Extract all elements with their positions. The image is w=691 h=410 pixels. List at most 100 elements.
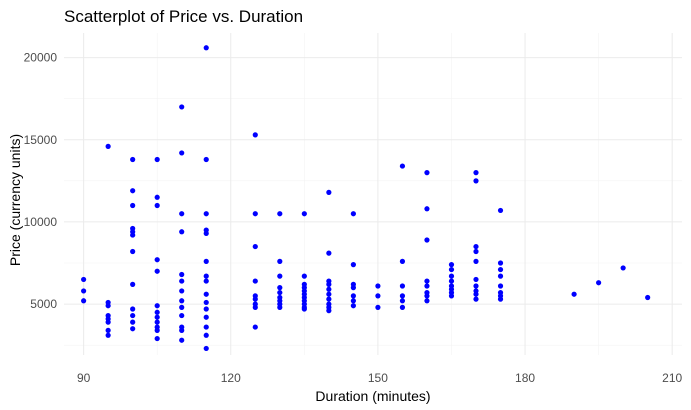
data-point xyxy=(81,288,87,294)
data-point xyxy=(179,337,185,343)
data-point xyxy=(130,202,136,209)
data-point xyxy=(326,286,332,292)
data-point xyxy=(375,293,381,299)
data-point xyxy=(252,296,258,302)
data-point xyxy=(399,163,406,169)
data-point xyxy=(350,285,356,291)
data-point xyxy=(179,278,185,284)
data-point xyxy=(179,327,185,333)
x-tick-label: 150 xyxy=(368,371,388,385)
data-point xyxy=(326,308,332,314)
data-point xyxy=(203,258,209,264)
data-point xyxy=(179,150,185,156)
data-point xyxy=(473,248,479,255)
y-tick-label: 15000 xyxy=(24,133,58,147)
data-point xyxy=(130,188,136,194)
data-point xyxy=(252,132,258,138)
data-point xyxy=(154,314,160,320)
data-point xyxy=(326,189,332,195)
data-point xyxy=(448,293,455,299)
data-point xyxy=(154,202,160,209)
data-point xyxy=(326,281,332,287)
data-point xyxy=(277,258,283,264)
data-point xyxy=(203,345,209,352)
data-point xyxy=(473,276,479,283)
data-point xyxy=(448,266,455,273)
data-point xyxy=(497,283,504,289)
data-point xyxy=(81,298,87,304)
data-point xyxy=(473,243,479,250)
data-point xyxy=(473,170,479,176)
data-point xyxy=(179,288,185,294)
data-point xyxy=(252,304,258,310)
data-point xyxy=(571,291,577,297)
data-point xyxy=(130,248,136,255)
y-tick-label: 10000 xyxy=(24,215,58,229)
data-point xyxy=(130,312,136,319)
data-point xyxy=(179,271,185,278)
data-point xyxy=(252,278,258,284)
data-point xyxy=(375,283,381,289)
data-point xyxy=(154,156,160,163)
data-point xyxy=(105,319,111,325)
data-point xyxy=(448,278,455,284)
data-point xyxy=(399,283,406,289)
data-point xyxy=(179,312,185,319)
data-point xyxy=(350,262,356,268)
data-point xyxy=(645,294,651,301)
data-point xyxy=(473,178,479,184)
data-point xyxy=(179,298,185,304)
data-point xyxy=(179,304,185,310)
major-gridlines xyxy=(64,33,682,355)
data-point xyxy=(203,299,209,306)
data-point xyxy=(179,211,185,217)
data-point xyxy=(203,314,209,320)
data-point xyxy=(620,265,626,271)
data-point xyxy=(179,229,185,235)
data-point xyxy=(105,332,111,338)
data-point xyxy=(154,327,160,333)
data-point xyxy=(424,283,430,289)
data-point xyxy=(154,303,160,309)
data-point xyxy=(203,273,209,279)
data-point xyxy=(399,293,406,299)
data-point xyxy=(130,319,136,325)
data-point xyxy=(497,273,504,279)
chart-title: Scatterplot of Price vs. Duration xyxy=(64,7,303,26)
data-point xyxy=(203,45,209,51)
data-point xyxy=(473,296,479,302)
data-point xyxy=(399,304,406,310)
data-point xyxy=(105,143,111,149)
data-point xyxy=(203,156,209,163)
data-point xyxy=(326,250,332,256)
x-tick-label: 210 xyxy=(662,371,682,385)
data-point xyxy=(497,266,504,273)
data-point xyxy=(424,170,430,176)
data-point xyxy=(81,276,87,283)
data-point xyxy=(130,156,136,163)
minor-gridlines xyxy=(64,33,682,355)
data-point xyxy=(154,319,160,325)
data-point xyxy=(154,335,160,342)
data-point xyxy=(277,273,283,279)
data-point xyxy=(154,257,160,263)
data-point xyxy=(301,306,307,312)
data-points xyxy=(81,45,651,352)
data-point xyxy=(130,306,136,312)
data-point xyxy=(473,283,479,289)
data-point xyxy=(399,298,406,304)
data-point xyxy=(326,291,332,297)
x-tick-label: 90 xyxy=(77,371,91,385)
data-point xyxy=(448,262,455,268)
data-point xyxy=(497,296,504,302)
data-point xyxy=(350,211,356,217)
data-point xyxy=(596,280,602,286)
data-point xyxy=(203,291,209,297)
data-point xyxy=(473,291,479,297)
data-point xyxy=(154,309,160,315)
data-point xyxy=(277,304,283,310)
data-point xyxy=(203,230,209,237)
data-point xyxy=(203,332,209,338)
data-point xyxy=(424,237,430,243)
